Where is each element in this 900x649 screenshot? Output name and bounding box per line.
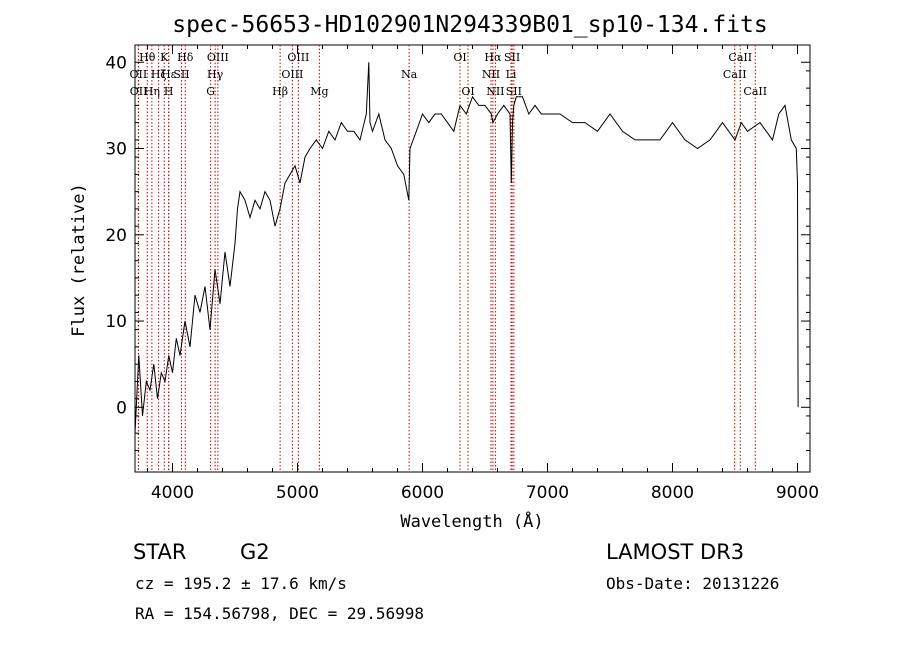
line-marker-label: Na <box>401 68 418 81</box>
y-tick-label: 0 <box>116 398 127 418</box>
line-marker-label: CaII <box>728 51 752 64</box>
line-marker-label: OI <box>461 85 474 98</box>
y-tick-label: 10 <box>105 312 127 332</box>
x-tick-label: 7000 <box>526 483 569 503</box>
line-marker-label: Hθ <box>139 51 156 64</box>
x-axis-ticks: 4000 5000 6000 7000 8000 9000 <box>147 45 819 503</box>
line-marker-label: OIII <box>281 68 303 81</box>
line-marker-label: CaII <box>743 85 767 98</box>
line-marker-label: OI <box>453 51 466 64</box>
line-marker-label: Hη <box>144 85 160 98</box>
line-marker-label: SII <box>506 85 522 98</box>
line-marker-label: G <box>206 85 215 98</box>
x-axis-label: Wavelength (Å) <box>400 510 543 532</box>
line-marker-label: CaII <box>723 68 747 81</box>
x-tick-label: 5000 <box>276 483 319 503</box>
line-marker-label: SII <box>173 68 189 81</box>
line-marker-label: H <box>164 85 174 98</box>
line-marker-label: Hβ <box>272 85 288 98</box>
y-tick-label: 30 <box>105 140 127 160</box>
coordinates-text: RA = 154.56798, DEC = 29.56998 <box>135 604 424 623</box>
x-tick-label: 9000 <box>776 483 819 503</box>
x-tick-label: 8000 <box>651 483 694 503</box>
line-marker-label: Hδ <box>177 51 194 64</box>
redshift-text: cz = 195.2 ± 17.6 km/s <box>135 574 347 593</box>
chart-title: spec-56653-HD102901N294339B01_sp10-134.f… <box>172 12 767 38</box>
plot-frame <box>134 44 811 473</box>
object-class: STAR <box>133 540 186 564</box>
line-marker-label: OIII <box>287 51 309 64</box>
line-marker-label: Hα <box>484 51 502 64</box>
spectral-subclass: G2 <box>240 540 270 564</box>
line-marker-label: NII <box>486 85 504 98</box>
line-markers <box>137 45 756 472</box>
line-marker-label: Li <box>506 68 517 81</box>
y-tick-label: 20 <box>105 226 127 246</box>
line-marker-label: K <box>160 51 169 64</box>
line-marker-label: OII <box>130 68 148 81</box>
survey-name: LAMOST DR3 <box>606 540 744 564</box>
line-marker-label: SII <box>504 51 520 64</box>
x-tick-label: 6000 <box>401 483 444 503</box>
line-marker-label: Hε <box>161 68 177 81</box>
line-marker-label: Hζ <box>151 68 167 81</box>
y-axis-label: Flux (relative) <box>69 183 89 337</box>
y-tick-label: 40 <box>105 53 127 73</box>
line-marker-label: OII <box>130 85 148 98</box>
y-axis-ticks: 0 10 20 30 40 <box>105 53 810 451</box>
line-marker-label: NII <box>482 68 500 81</box>
x-tick-label: 4000 <box>151 483 194 503</box>
obs-date-text: Obs-Date: 20131226 <box>606 574 779 593</box>
line-marker-label: OIII <box>207 51 229 64</box>
line-marker-label: Hγ <box>207 68 224 81</box>
spectrum-line <box>134 62 799 434</box>
line-marker-label: Mg <box>310 85 328 98</box>
